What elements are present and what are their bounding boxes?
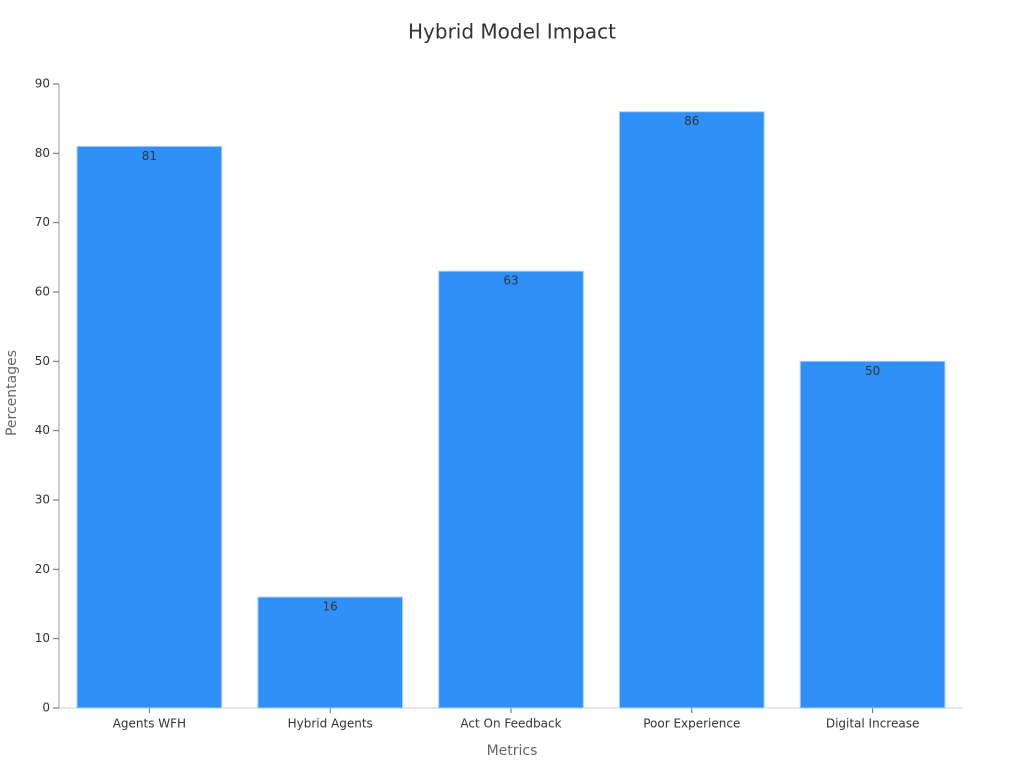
y-tick-label: 70 [35, 215, 50, 229]
data-label: 86 [684, 114, 699, 128]
x-tick-label: Agents WFH [113, 717, 186, 731]
bar [76, 145, 223, 709]
bar [799, 360, 946, 709]
y-tick-label: 30 [35, 493, 50, 507]
data-label: 81 [142, 149, 157, 163]
x-tick-label: Digital Increase [826, 717, 920, 731]
bar [257, 596, 404, 709]
x-tick-label: Hybrid Agents [288, 717, 373, 731]
chart-title: Hybrid Model Impact [408, 20, 616, 44]
y-tick-label: 10 [35, 631, 50, 645]
y-tick-label: 60 [35, 285, 50, 299]
bar [438, 270, 584, 709]
y-tick-label: 40 [35, 423, 50, 437]
y-axis-label: Percentages [4, 350, 20, 436]
bar [618, 111, 765, 709]
y-tick-label: 50 [35, 354, 50, 368]
x-tick-label: Poor Experience [643, 717, 740, 731]
data-label: 16 [323, 600, 338, 614]
y-tick-label: 20 [35, 562, 50, 576]
y-tick-label: 90 [35, 77, 50, 91]
y-tick-label: 80 [35, 146, 50, 160]
x-tick-label: Act On Feedback [460, 717, 561, 731]
x-axis-label: Metrics [487, 743, 538, 759]
y-tick-label: 0 [42, 701, 50, 715]
data-label: 63 [503, 274, 518, 288]
data-label: 50 [865, 364, 880, 378]
